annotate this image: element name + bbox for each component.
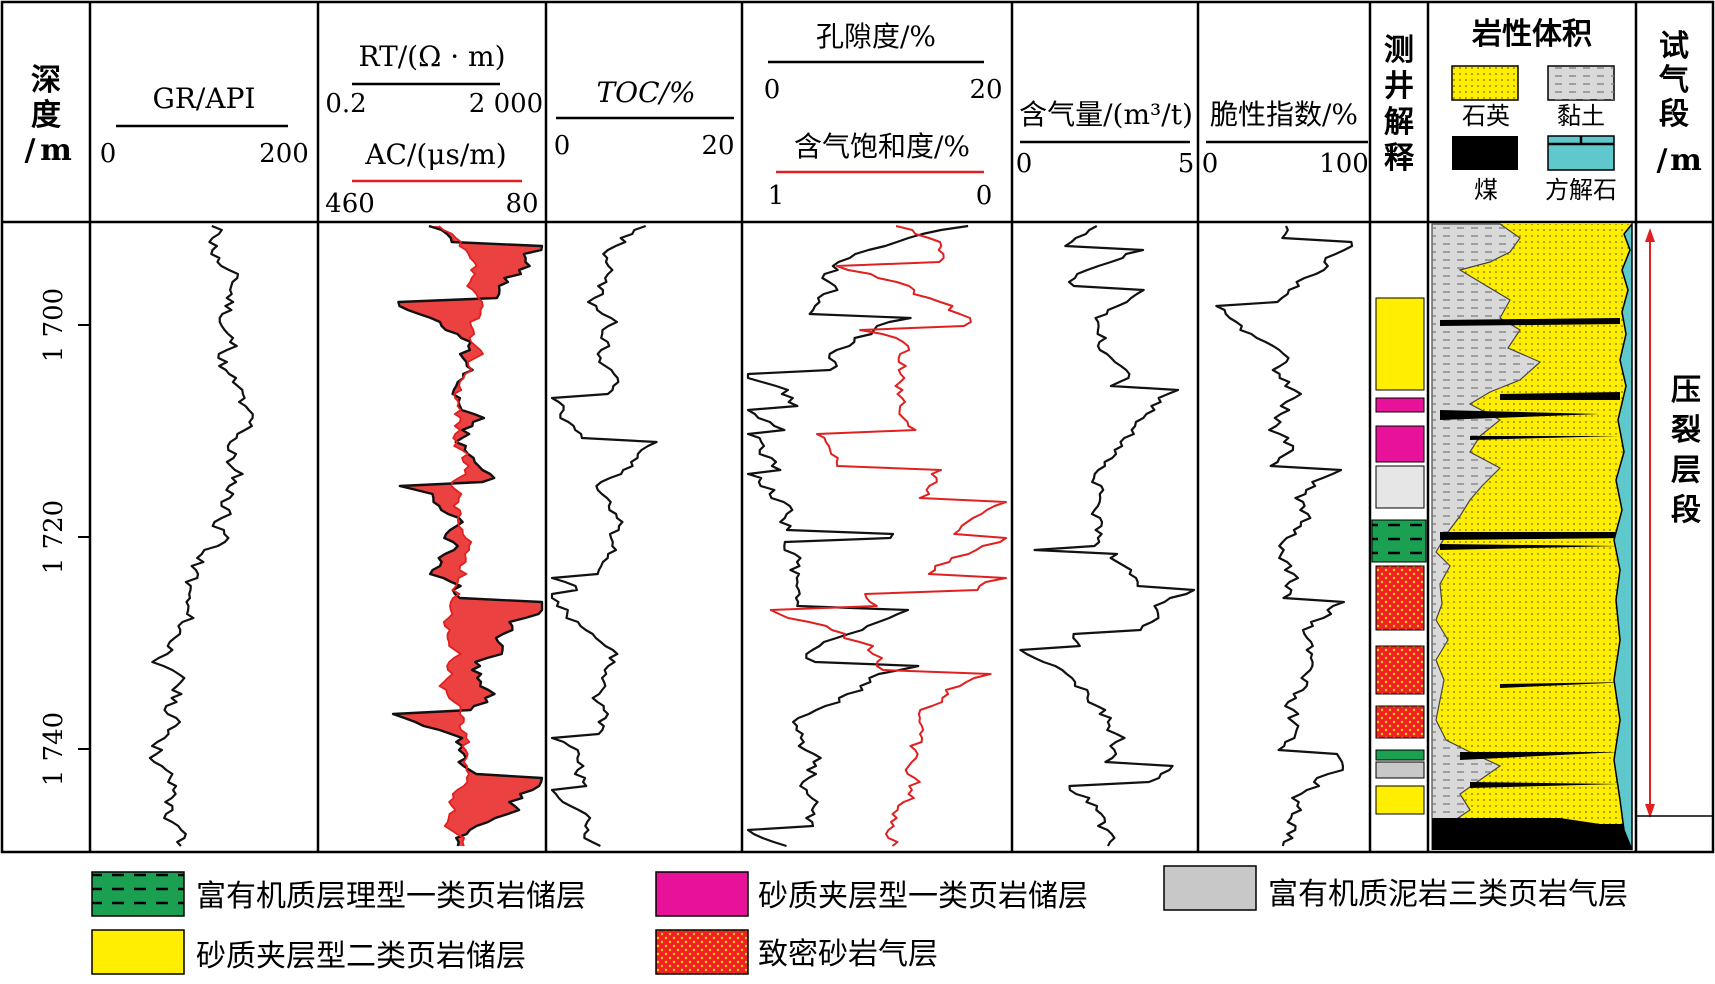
depth-column: 深 度 / m 1 700 1 720 1 740 [25, 63, 90, 786]
rt-ac-crossover-fill [393, 226, 542, 846]
gas-content-label: 含气量/(m³/t) [1019, 98, 1193, 131]
interp-band-tight [1375, 705, 1425, 739]
depth-label-char: 深 [31, 63, 61, 98]
coal-label: 煤 [1474, 176, 1498, 204]
brittleness-max: 100 [1319, 149, 1369, 179]
gas-content-min: 0 [1016, 149, 1033, 179]
porosity-label: 孔隙度/% [816, 20, 936, 53]
interpretation-column [1371, 297, 1427, 815]
test-label-char: m [1670, 143, 1702, 178]
rt-label: RT/(Ω · m) [358, 40, 505, 73]
rt-max: 2 000 [469, 89, 543, 119]
test-section-column: 压 裂 层 段 [1636, 228, 1713, 818]
clay-label: 黏土 [1557, 102, 1605, 130]
frame [0, 0, 1715, 854]
interp-label-char: 测 [1384, 33, 1414, 68]
gas-saturation-label: 含气饱和度/% [794, 130, 970, 163]
calcite-label: 方解石 [1545, 176, 1617, 204]
ac-min: 460 [325, 189, 375, 219]
legend-swatch-mud3 [1163, 865, 1257, 911]
legend-swatch-organic1 [91, 871, 185, 917]
gr-label: GR/API [152, 82, 255, 115]
interval-label-char: 裂 [1671, 413, 1701, 448]
legend-label: 砂质夹层型一类页岩储层 [758, 879, 1088, 914]
legend-swatch-tight [655, 929, 749, 975]
interp-band-mud3 [1375, 465, 1425, 509]
quartz-label: 石英 [1462, 102, 1510, 130]
interval-label-char: 层 [1671, 453, 1701, 488]
brittleness-min: 0 [1202, 149, 1219, 179]
interval-label-char: 压 [1671, 373, 1701, 408]
depth-tick-1720: 1 720 [39, 500, 69, 574]
toc-min: 0 [554, 131, 571, 161]
log-curves [148, 224, 1354, 848]
gas-content-max: 5 [1178, 149, 1195, 179]
gas-saturation-max: 0 [976, 181, 993, 211]
depth-tick-1740: 1 740 [39, 712, 69, 786]
gas-content-curve [1019, 225, 1196, 847]
interp-label-char: 井 [1384, 69, 1414, 104]
gr-curve [148, 224, 254, 847]
brittleness-curve [1215, 225, 1354, 847]
interp-band-organic1 [1375, 749, 1425, 761]
legend-label: 富有机质泥岩三类页岩气层 [1268, 877, 1628, 912]
brittleness-label: 脆性指数/% [1210, 98, 1358, 131]
coal-swatch [1452, 136, 1518, 170]
toc-curve [550, 224, 658, 847]
gr-max: 200 [259, 139, 309, 169]
interp-band-sand1 [1375, 425, 1425, 463]
depth-label-char: / [25, 133, 36, 168]
gas-saturation-min: 1 [768, 181, 785, 211]
gr-min: 0 [100, 139, 117, 169]
interp-label-char: 解 [1384, 105, 1414, 140]
legend-label: 富有机质层理型一类页岩储层 [196, 879, 586, 914]
test-label-char: 段 [1659, 97, 1689, 132]
legend: 富有机质层理型一类页岩储层 砂质夹层型一类页岩储层 富有机质泥岩三类页岩气层 砂… [91, 865, 1628, 975]
depth-tick-1700: 1 700 [39, 288, 69, 362]
calcite-fill [1613, 221, 1633, 851]
legend-label: 砂质夹层型二类页岩储层 [196, 939, 526, 974]
lithology-title: 岩性体积 [1472, 17, 1592, 52]
depth-label-char: m [40, 133, 72, 168]
interp-band-mud3 [1375, 761, 1425, 779]
interval-label-char: 段 [1671, 493, 1701, 528]
interp-band-tight [1375, 565, 1425, 631]
legend-swatch-sand1 [655, 871, 749, 917]
interp-band-tight [1375, 645, 1425, 695]
test-label-char: 气 [1659, 63, 1689, 98]
ac-label: AC/(μs/m) [364, 138, 506, 171]
ac-max: 80 [505, 189, 538, 219]
legend-swatch-sand2 [91, 929, 185, 975]
porosity-min: 0 [764, 75, 781, 105]
interp-label-char: 释 [1384, 141, 1415, 176]
headers: GR/API 0 200 RT/(Ω · m) 0.2 2 000 AC/(μs… [100, 17, 1702, 219]
interp-band-sand2 [1375, 785, 1425, 815]
test-label-char: / [1657, 143, 1668, 178]
interp-band-organic1 [1371, 519, 1427, 563]
legend-label: 致密砂岩气层 [758, 937, 938, 972]
interp-band-sand2 [1375, 297, 1425, 391]
lithology-column [1431, 221, 1633, 851]
porosity-curve [746, 224, 969, 848]
toc-label: TOC/% [596, 76, 695, 109]
porosity-max: 20 [969, 75, 1002, 105]
coal-streaks [1432, 318, 1632, 850]
depth-label-char: 度 [31, 98, 61, 133]
rt-curve [391, 224, 544, 847]
gas-saturation-curve [769, 225, 1007, 847]
test-label-char: 试 [1659, 29, 1689, 64]
interp-band-sand1 [1375, 397, 1425, 413]
rt-min: 0.2 [325, 89, 366, 119]
toc-max: 20 [701, 131, 734, 161]
ac-curve [438, 225, 484, 847]
